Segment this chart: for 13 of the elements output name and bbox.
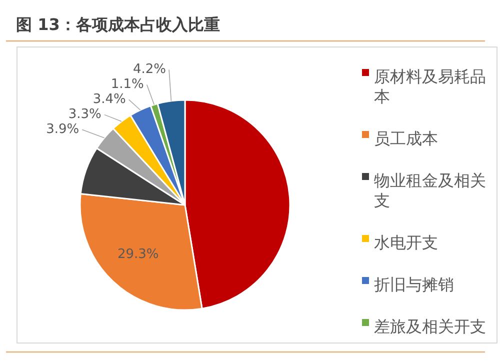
data-label: 1.1% bbox=[110, 77, 144, 92]
legend-label: 差旅及相关开支 bbox=[374, 317, 486, 336]
legend-label: 员工成本 bbox=[374, 129, 438, 148]
legend-label: 水电开支 bbox=[374, 233, 438, 252]
legend-label: 折旧与摊销 bbox=[374, 275, 454, 294]
legend-label: 原材料及易耗品本 bbox=[374, 67, 486, 106]
legend-label: 物业租金及相关支 bbox=[374, 171, 486, 210]
data-label: 3.9% bbox=[46, 122, 80, 138]
chart-title: 图 13：各项成本占收入比重 bbox=[16, 15, 220, 34]
data-label: 29.3% bbox=[117, 247, 159, 262]
data-label: 3.4% bbox=[92, 92, 126, 108]
data-label: 4.2% bbox=[133, 62, 166, 78]
data-label: 3.3% bbox=[68, 107, 102, 122]
